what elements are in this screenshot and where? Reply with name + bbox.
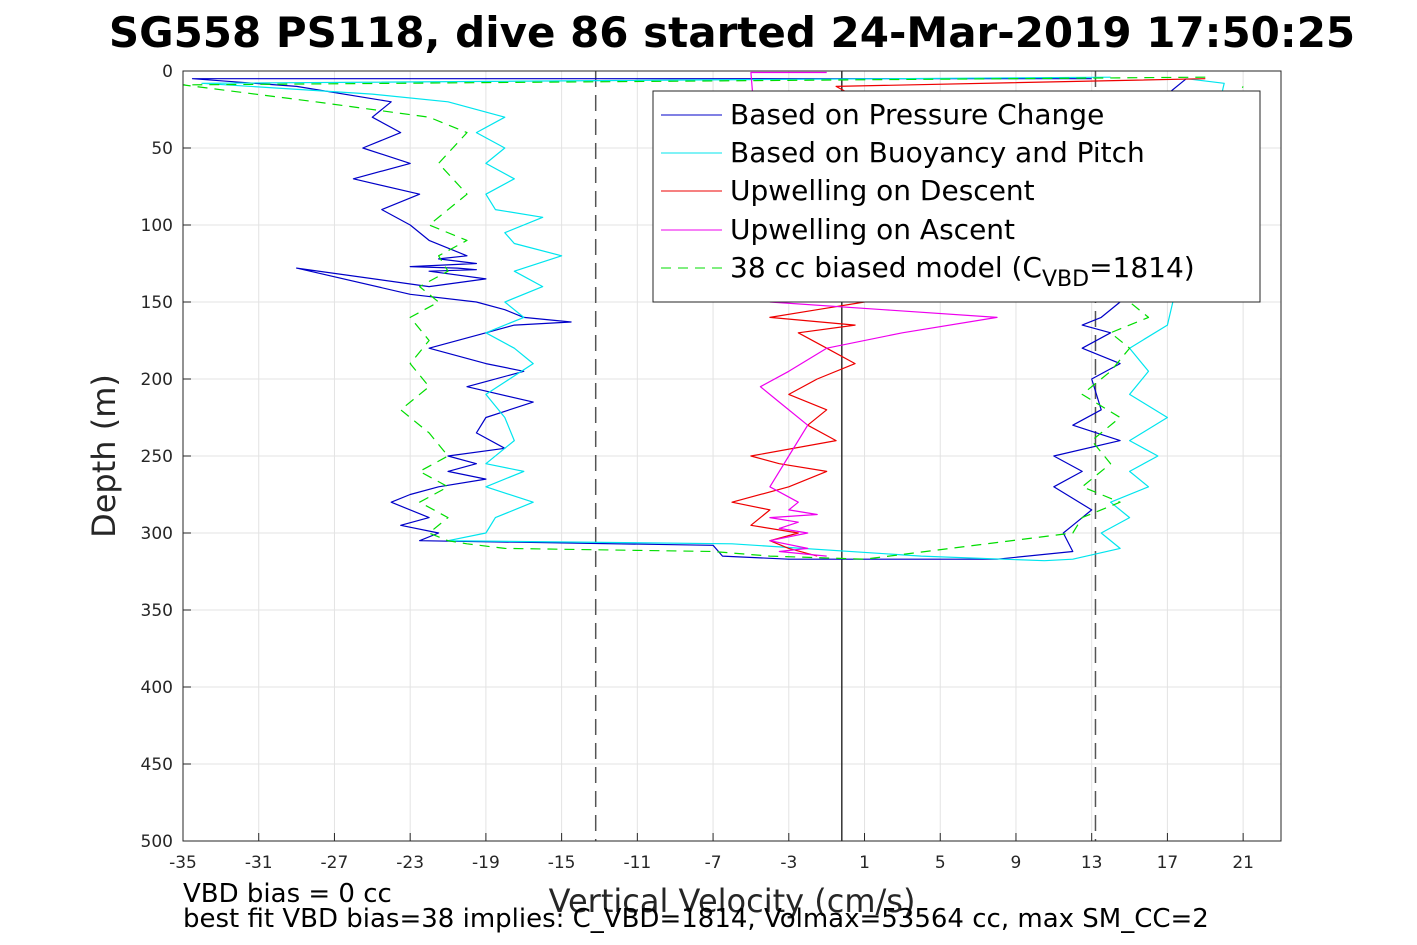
- x-tick-label: 21: [1232, 853, 1254, 873]
- x-tick-label: -15: [548, 853, 576, 873]
- y-tick-label: 250: [141, 447, 173, 467]
- y-tick-label: 500: [141, 832, 173, 852]
- x-tick-labels: -35 -31 -27 -23 -19 -15 -11 -7 -3 1 5 9 13 17 21: [169, 833, 1254, 873]
- legend-label-buoyancy: Based on Buoyancy and Pitch: [730, 136, 1145, 169]
- x-axis-label: Vertical Velocity (cm/s): [549, 882, 916, 920]
- y-tick-label: 100: [141, 216, 173, 236]
- chart-title: SG558 PS118, dive 86 started 24-Mar-2019…: [109, 8, 1355, 57]
- legend-box: [652, 90, 1261, 303]
- legend-label-upwelling-descent: Upwelling on Descent: [730, 174, 1035, 207]
- y-tick-label: 0: [162, 62, 173, 82]
- x-tick-label: -7: [705, 853, 722, 873]
- y-tick-label: 400: [141, 678, 173, 698]
- x-tick-label: -11: [623, 853, 651, 873]
- series-line-0: [191, 78, 1187, 560]
- y-tick-label: 450: [141, 755, 173, 775]
- best-fit-note: best fit VBD bias=38 implies: C_VBD=1814…: [183, 904, 1209, 934]
- y-tick-label: 350: [141, 601, 173, 621]
- legend: Based on Pressure Change Based on Buoyan…: [652, 90, 1261, 303]
- legend-label-upwelling-ascent: Upwelling on Ascent: [730, 213, 1015, 246]
- x-tick-label: -19: [472, 853, 500, 873]
- y-tick-label: 150: [141, 293, 173, 313]
- vbd-bias-note: VBD bias = 0 cc: [183, 879, 392, 909]
- legend-label-pressure: Based on Pressure Change: [730, 98, 1104, 131]
- legend-label-biased-model-sub: VBD: [1042, 267, 1089, 292]
- x-tick-label: 9: [1011, 853, 1022, 873]
- y-tick-label: 200: [141, 370, 173, 390]
- x-tick-label: -31: [245, 853, 273, 873]
- series-line-1: [201, 76, 1225, 562]
- x-tick-label: -23: [396, 853, 424, 873]
- x-tick-label: 1: [859, 853, 870, 873]
- legend-label-biased-model-pre: 38 cc biased model (C: [730, 251, 1042, 284]
- x-tick-label: -3: [780, 853, 797, 873]
- y-tick-label: 300: [141, 524, 173, 544]
- series-line-4: [182, 76, 1244, 560]
- legend-label-biased-model: 38 cc biased model (CVBD=1814): [730, 251, 1195, 292]
- y-tick-label: 50: [151, 139, 173, 159]
- y-axis-label: Depth (m): [85, 374, 123, 538]
- x-tick-label: -35: [169, 853, 197, 873]
- x-tick-label: 13: [1081, 853, 1103, 873]
- x-tick-label: 17: [1157, 853, 1179, 873]
- x-tick-label: -27: [321, 853, 349, 873]
- y-tick-labels: 0 50 100 150 200 250 300 350 400 450 500: [141, 62, 191, 852]
- x-tick-label: 5: [935, 853, 946, 873]
- series-line-3: [750, 71, 998, 557]
- legend-label-biased-model-post: =1814): [1089, 251, 1195, 284]
